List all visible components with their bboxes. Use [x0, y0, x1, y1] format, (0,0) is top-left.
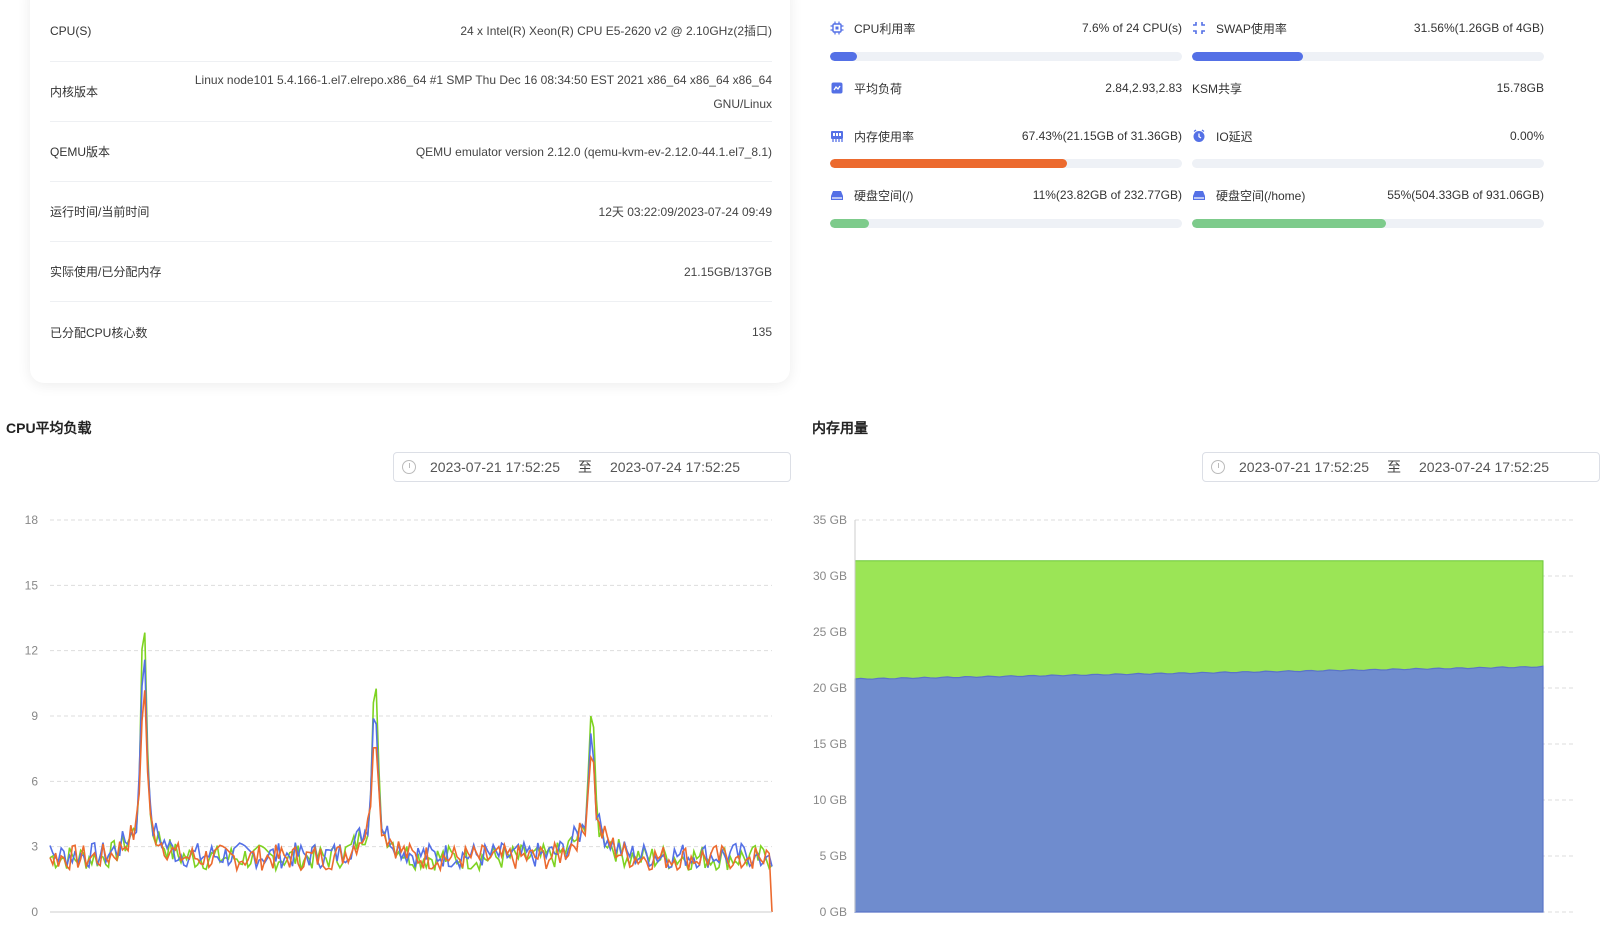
cpu-load-chart: 0 3 6 9 12 15 18 — [25, 513, 773, 919]
memory-icon — [830, 129, 844, 143]
info-value: QEMU emulator version 2.12.0 (qemu-kvm-e… — [415, 144, 772, 159]
info-row-uptime: 运行时间/当前时间 12天 03:22:09/2023-07-24 09:49 — [50, 182, 772, 242]
memory-usage-title: 内存用量 — [812, 420, 868, 436]
info-value: 24 x Intel(R) Xeon(R) CPU E5-2620 v2 @ 2… — [460, 23, 772, 38]
info-row-qemu: QEMU版本 QEMU emulator version 2.12.0 (qem… — [50, 122, 772, 182]
info-value-line1: Linux node101 5.4.166-1.el7.elrepo.x86_6… — [194, 72, 772, 87]
disk-root-bar — [830, 219, 1182, 228]
metric-value: 7.6% of 24 CPU(s) — [1081, 21, 1182, 35]
range-separator: 至 — [578, 459, 592, 475]
y-tick-label: 9 — [31, 709, 38, 723]
y-tick-label: 30 GB — [813, 569, 847, 583]
y-tick-label: 25 GB — [813, 625, 847, 639]
metric-label: CPU利用率 — [854, 21, 916, 36]
metric-value: 2.84,2.93,2.83 — [1105, 81, 1182, 95]
load-icon — [830, 81, 844, 95]
cpu-date-range-picker[interactable]: 2023-07-21 17:52:25 至 2023-07-24 17:52:2… — [393, 452, 791, 482]
metric-label: SWAP使用率 — [1216, 21, 1287, 36]
metric-io-delay: IO延迟 0.00% — [1192, 127, 1544, 145]
metric-cpu-usage: CPU利用率 7.6% of 24 CPU(s) — [830, 19, 1182, 37]
memory-date-range-picker[interactable]: 2023-07-21 17:52:25 至 2023-07-24 17:52:2… — [1202, 452, 1600, 482]
info-value: 21.15GB/137GB — [683, 264, 772, 279]
metric-load-average: 平均负荷 2.84,2.93,2.83 — [830, 79, 1182, 97]
cpu-load-title: CPU平均负载 — [6, 420, 92, 436]
metric-memory-usage: 内存使用率 67.43%(21.15GB of 31.36GB) — [830, 127, 1182, 145]
info-value: 135 — [751, 325, 772, 339]
disk-root-bar-fill — [830, 219, 869, 228]
range-separator: 至 — [1387, 459, 1401, 475]
info-row-memory: 实际使用/已分配内存 21.15GB/137GB — [50, 242, 772, 302]
range-start[interactable]: 2023-07-21 17:52:25 — [1239, 459, 1369, 475]
y-tick-label: 5 GB — [820, 849, 847, 863]
metric-value: 31.56%(1.26GB of 4GB) — [1413, 21, 1544, 35]
info-value: 12天 03:22:09/2023-07-24 09:49 — [598, 204, 772, 219]
metric-value: 55%(504.33GB of 931.06GB) — [1387, 188, 1544, 202]
swap-icon — [1192, 21, 1206, 35]
y-tick-label: 35 GB — [813, 513, 847, 527]
y-tick-label: 3 — [31, 840, 38, 854]
metric-value: 15.78GB — [1496, 81, 1544, 95]
metric-label: 内存使用率 — [854, 129, 915, 144]
memory-usage-bar — [830, 159, 1182, 168]
y-tick-label: 15 — [25, 578, 39, 592]
disk-home-bar — [1192, 219, 1544, 228]
cpu-load-series-line — [49, 690, 773, 913]
swap-usage-bar-fill — [1192, 52, 1304, 61]
metric-value: 11%(23.82GB of 232.77GB) — [1032, 188, 1182, 202]
y-tick-label: 12 — [25, 644, 39, 658]
metric-label: 硬盘空间(/) — [854, 188, 914, 203]
clock-icon — [1211, 460, 1225, 474]
y-tick-label: 18 — [25, 513, 39, 527]
metric-value: 67.43%(21.15GB of 31.36GB) — [1021, 129, 1182, 143]
io-delay-bar — [1192, 159, 1544, 168]
memory-usage-chart: 0 GB 5 GB 10 GB 15 GB 20 GB 25 GB 30 GB 35 GB — [813, 513, 1573, 919]
memory-used-area — [854, 665, 1544, 913]
info-row-cores: 已分配CPU核心数 135 — [50, 302, 772, 362]
y-tick-label: 15 GB — [813, 737, 847, 751]
metric-label: IO延迟 — [1216, 129, 1253, 144]
disk-icon — [830, 188, 844, 202]
info-label: 运行时间/当前时间 — [50, 205, 150, 219]
info-label: QEMU版本 — [50, 145, 111, 159]
y-tick-label: 0 GB — [820, 905, 847, 919]
disk-icon — [1192, 188, 1206, 202]
metric-ksm-shared: KSM共享 15.78GB — [1192, 79, 1544, 97]
metric-disk-root: 硬盘空间(/) 11%(23.82GB of 232.77GB) — [830, 186, 1182, 204]
cpu-icon — [830, 21, 844, 35]
cpu-usage-bar-fill — [830, 52, 857, 61]
y-tick-label: 20 GB — [813, 681, 847, 695]
metric-value: 0.00% — [1509, 129, 1544, 143]
info-label: CPU(S) — [50, 23, 92, 38]
clock-icon — [402, 460, 416, 474]
metric-swap-usage: SWAP使用率 31.56%(1.26GB of 4GB) — [1192, 19, 1544, 37]
cpu-load-series-line — [49, 659, 773, 871]
info-row-cpu: CPU(S) 24 x Intel(R) Xeon(R) CPU E5-2620… — [50, 0, 772, 62]
disk-home-bar-fill — [1192, 219, 1386, 228]
y-tick-label: 0 — [31, 905, 38, 919]
info-row-kernel: 内核版本 Linux node101 5.4.166-1.el7.elrepo.… — [50, 62, 772, 122]
system-info-card: CPU(S) 24 x Intel(R) Xeon(R) CPU E5-2620… — [30, 0, 790, 383]
clock-icon — [1192, 129, 1206, 143]
metric-label: 硬盘空间(/home) — [1216, 188, 1306, 203]
range-end[interactable]: 2023-07-24 17:52:25 — [1419, 459, 1549, 475]
info-value-line2: GNU/Linux — [713, 96, 772, 111]
info-label: 实际使用/已分配内存 — [50, 265, 162, 279]
metric-label: KSM共享 — [1192, 81, 1243, 96]
info-label: 内核版本 — [50, 85, 99, 99]
info-value: Linux node101 5.4.166-1.el7.elrepo.x86_6… — [172, 68, 772, 116]
range-end[interactable]: 2023-07-24 17:52:25 — [610, 459, 740, 475]
range-start[interactable]: 2023-07-21 17:52:25 — [430, 459, 560, 475]
info-label: 已分配CPU核心数 — [50, 325, 148, 340]
metric-disk-home: 硬盘空间(/home) 55%(504.33GB of 931.06GB) — [1192, 186, 1544, 204]
swap-usage-bar — [1192, 52, 1544, 61]
metric-label: 平均负荷 — [854, 81, 903, 96]
y-tick-label: 6 — [31, 774, 38, 788]
memory-usage-bar-fill — [830, 159, 1068, 168]
y-tick-label: 10 GB — [813, 793, 847, 807]
cpu-usage-bar — [830, 52, 1182, 61]
